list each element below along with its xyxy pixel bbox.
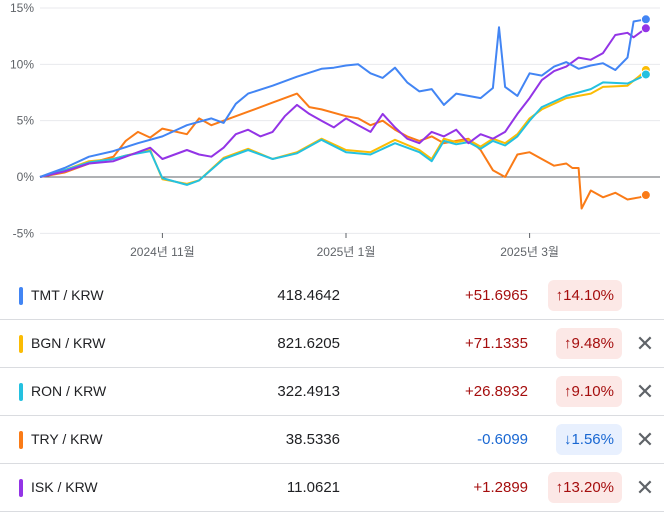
price-value: 11.0621 (286, 479, 340, 496)
change-value: +1.2899 (473, 479, 528, 496)
close-icon[interactable]: ✕ (635, 475, 655, 500)
pair-label: BGN / KRW (31, 335, 106, 351)
price-value: 821.6205 (277, 335, 340, 352)
percent-badge: ↑9.10% (555, 376, 622, 407)
currency-table: TMT / KRW 418.4642 +51.6965 ↑14.10% BGN … (0, 272, 664, 512)
percent-value: 9.10% (571, 383, 614, 400)
percent-value: 9.48% (571, 335, 614, 352)
close-icon[interactable]: ✕ (635, 331, 655, 356)
series-end-point (640, 14, 651, 25)
table-row[interactable]: BGN / KRW 821.6205 +71.1335 ↑9.48% ✕ (0, 320, 664, 368)
y-tick-label: -5% (13, 226, 35, 240)
change-value: -0.6099 (477, 431, 528, 448)
x-tick-label: 2024년 11월 (130, 245, 195, 259)
comparison-chart: 15% 10% 5% 0% -5% 2024년 11월 2025년 1월 2025년 3월 (10, 1, 660, 259)
arrow-up-icon: ↑ (563, 383, 572, 400)
series-line (39, 73, 647, 186)
series-swatch (19, 335, 23, 353)
pair-label: TRY / KRW (31, 431, 103, 447)
arrow-up-icon: ↑ (555, 287, 564, 304)
pair-label: ISK / KRW (31, 479, 98, 495)
table-row[interactable]: TMT / KRW 418.4642 +51.6965 ↑14.10% (0, 272, 664, 320)
arrow-down-icon: ↓ (563, 431, 572, 448)
series-line (39, 69, 647, 185)
pair-label: TMT / KRW (31, 287, 104, 303)
series-end-point (640, 23, 651, 34)
close-icon[interactable]: ✕ (635, 427, 655, 452)
percent-badge: ↑13.20% (547, 472, 622, 503)
y-tick-label: 10% (10, 57, 34, 71)
change-value: +26.8932 (465, 383, 528, 400)
price-value: 38.5336 (285, 431, 340, 448)
percent-value: 13.20% (563, 479, 614, 496)
table-row[interactable]: ISK / KRW 11.0621 +1.2899 ↑13.20% ✕ (0, 464, 664, 512)
percent-value: 14.10% (563, 287, 614, 304)
table-row[interactable]: RON / KRW 322.4913 +26.8932 ↑9.10% ✕ (0, 368, 664, 416)
close-icon[interactable]: ✕ (635, 379, 655, 404)
y-tick-label: 5% (17, 114, 35, 128)
change-value: +71.1335 (465, 335, 528, 352)
pair-label: RON / KRW (31, 383, 107, 399)
series-line (39, 27, 647, 178)
series-line (39, 92, 647, 210)
percent-badge: ↓1.56% (555, 424, 622, 455)
x-tick-label: 2025년 1월 (317, 245, 376, 259)
table-row[interactable]: TRY / KRW 38.5336 -0.6099 ↓1.56% ✕ (0, 416, 664, 464)
arrow-up-icon: ↑ (555, 479, 564, 496)
percent-value: 1.56% (571, 431, 614, 448)
series-swatch (19, 431, 23, 449)
arrow-up-icon: ↑ (563, 335, 572, 352)
percent-badge: ↑14.10% (547, 280, 622, 311)
y-tick-label: 15% (10, 1, 34, 15)
price-value: 322.4913 (277, 383, 340, 400)
price-value: 418.4642 (277, 287, 340, 304)
change-value: +51.6965 (465, 287, 528, 304)
series-swatch (19, 383, 23, 401)
series-swatch (19, 287, 23, 305)
y-tick-label: 0% (17, 170, 35, 184)
series-end-point (640, 69, 651, 80)
percent-badge: ↑9.48% (555, 328, 622, 359)
series-swatch (19, 479, 23, 497)
x-tick-label: 2025년 3월 (500, 245, 559, 259)
series-line (39, 18, 647, 178)
series-end-point (640, 190, 651, 201)
